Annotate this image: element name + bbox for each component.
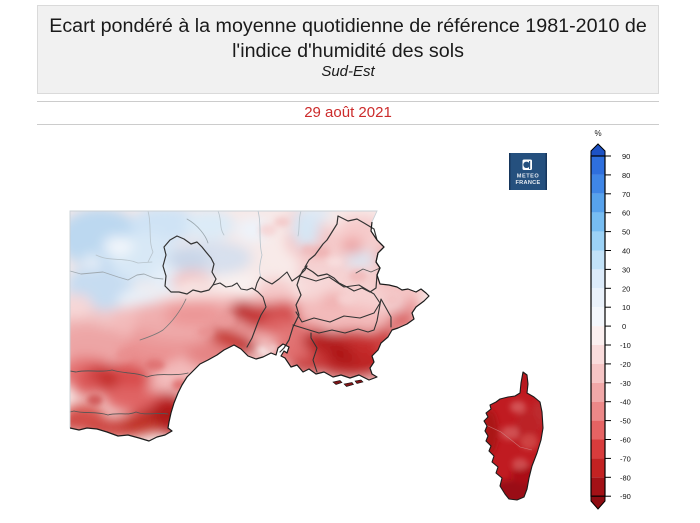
- svg-text:40: 40: [622, 247, 630, 256]
- svg-text:%: %: [594, 129, 601, 138]
- svg-text:90: 90: [622, 152, 630, 161]
- svg-text:50: 50: [622, 228, 630, 237]
- svg-text:-50: -50: [620, 417, 631, 426]
- svg-text:-30: -30: [620, 379, 631, 388]
- svg-text:-40: -40: [620, 398, 631, 407]
- svg-text:FRANCE: FRANCE: [515, 180, 540, 186]
- svg-text:60: 60: [622, 209, 630, 218]
- svg-text:80: 80: [622, 171, 630, 180]
- svg-text:0: 0: [622, 322, 626, 331]
- svg-text:-70: -70: [620, 454, 631, 463]
- svg-text:-10: -10: [620, 341, 631, 350]
- svg-text:30: 30: [622, 265, 630, 274]
- svg-text:70: 70: [622, 190, 630, 199]
- svg-text:-20: -20: [620, 360, 631, 369]
- svg-text:-80: -80: [620, 473, 631, 482]
- svg-text:-60: -60: [620, 436, 631, 445]
- svg-text:20: 20: [622, 284, 630, 293]
- svg-text:10: 10: [622, 303, 630, 312]
- svg-text:METEO: METEO: [517, 174, 540, 180]
- svg-text:-90: -90: [620, 492, 631, 501]
